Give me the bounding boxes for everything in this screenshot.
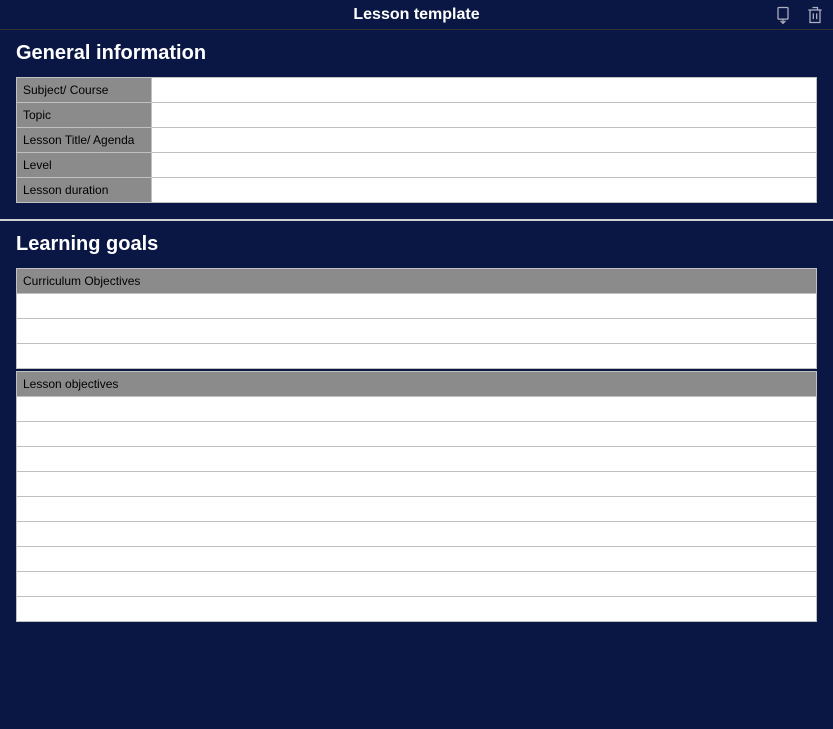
curriculum-table: Curriculum Objectives xyxy=(16,268,817,369)
empty-cell[interactable] xyxy=(17,294,817,319)
lesson-objectives-table: Lesson objectives xyxy=(16,371,817,622)
table-row: Lesson Title/ Agenda xyxy=(17,128,817,153)
row-value[interactable] xyxy=(152,128,817,153)
table-row xyxy=(17,522,817,547)
row-value[interactable] xyxy=(152,103,817,128)
row-label: Level xyxy=(17,153,152,178)
general-section-title: General information xyxy=(16,42,817,65)
empty-cell[interactable] xyxy=(17,422,817,447)
content: General information Subject/ Course Topi… xyxy=(0,30,833,638)
table-row xyxy=(17,497,817,522)
goals-section: Learning goals Curriculum Objectives Les… xyxy=(0,221,833,638)
table-row xyxy=(17,572,817,597)
header-icons xyxy=(773,5,825,25)
empty-cell[interactable] xyxy=(17,472,817,497)
empty-cell[interactable] xyxy=(17,572,817,597)
row-label: Topic xyxy=(17,103,152,128)
table-row xyxy=(17,597,817,622)
table-row: Subject/ Course xyxy=(17,78,817,103)
empty-cell[interactable] xyxy=(17,447,817,472)
empty-cell[interactable] xyxy=(17,597,817,622)
row-label: Lesson duration xyxy=(17,178,152,203)
row-label: Lesson Title/ Agenda xyxy=(17,128,152,153)
trash-icon[interactable] xyxy=(805,5,825,25)
table-row xyxy=(17,547,817,572)
table-row xyxy=(17,447,817,472)
row-value[interactable] xyxy=(152,153,817,178)
empty-cell[interactable] xyxy=(17,522,817,547)
bookmark-icon[interactable] xyxy=(773,5,793,25)
empty-cell[interactable] xyxy=(17,547,817,572)
table-row xyxy=(17,344,817,369)
goals-section-title: Learning goals xyxy=(16,233,817,256)
row-label: Subject/ Course xyxy=(17,78,152,103)
header-bar: Lesson template xyxy=(0,0,833,30)
row-value[interactable] xyxy=(152,78,817,103)
table-row: Level xyxy=(17,153,817,178)
row-value[interactable] xyxy=(152,178,817,203)
table-row xyxy=(17,319,817,344)
table-row: Lesson objectives xyxy=(17,372,817,397)
table-row xyxy=(17,472,817,497)
empty-cell[interactable] xyxy=(17,319,817,344)
general-info-table: Subject/ Course Topic Lesson Title/ Agen… xyxy=(16,77,817,203)
general-section: General information Subject/ Course Topi… xyxy=(0,30,833,219)
empty-cell[interactable] xyxy=(17,497,817,522)
table-row xyxy=(17,294,817,319)
table-row: Curriculum Objectives xyxy=(17,269,817,294)
empty-cell[interactable] xyxy=(17,344,817,369)
empty-cell[interactable] xyxy=(17,397,817,422)
header-title: Lesson template xyxy=(353,6,479,24)
table-row: Lesson duration xyxy=(17,178,817,203)
lesson-objectives-header: Lesson objectives xyxy=(17,372,817,397)
table-row: Topic xyxy=(17,103,817,128)
table-row xyxy=(17,397,817,422)
curriculum-header: Curriculum Objectives xyxy=(17,269,817,294)
table-row xyxy=(17,422,817,447)
